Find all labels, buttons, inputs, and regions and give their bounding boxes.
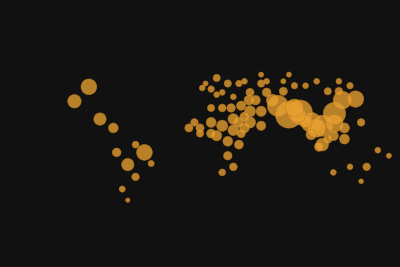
Point (208, 131, 214, 136)
Point (280, 89, 286, 93)
Point (286, 112, 292, 117)
Point (110, 126, 116, 130)
Point (208, 87, 214, 91)
Point (230, 165, 236, 169)
Point (219, 170, 226, 175)
Point (297, 110, 303, 115)
Point (202, 81, 209, 86)
Point (236, 143, 242, 147)
Point (208, 106, 214, 110)
Point (302, 119, 309, 123)
Point (252, 98, 259, 102)
Point (197, 126, 203, 130)
Point (319, 143, 326, 147)
Point (364, 165, 370, 169)
Point (324, 89, 331, 93)
Point (302, 84, 309, 88)
Point (341, 126, 348, 130)
Point (214, 76, 220, 80)
Point (330, 170, 336, 175)
Point (214, 92, 220, 97)
Point (386, 154, 392, 158)
Point (228, 106, 234, 110)
Point (247, 120, 253, 124)
Point (264, 79, 270, 83)
Point (236, 120, 242, 124)
Point (374, 148, 381, 152)
Point (219, 106, 226, 110)
Point (197, 131, 203, 136)
Point (291, 84, 298, 88)
Point (247, 109, 253, 113)
Point (186, 126, 192, 130)
Point (286, 72, 292, 77)
Point (71, 99, 78, 103)
Point (358, 179, 364, 183)
Point (119, 187, 126, 191)
Point (330, 134, 336, 138)
Point (124, 163, 131, 167)
Point (86, 85, 92, 89)
Point (264, 90, 270, 95)
Point (339, 98, 346, 102)
Point (246, 98, 252, 102)
Point (294, 112, 301, 117)
Point (336, 89, 342, 93)
Point (319, 124, 326, 128)
Point (241, 79, 248, 83)
Point (238, 131, 244, 136)
Point (224, 81, 231, 86)
Point (230, 95, 236, 99)
Point (258, 124, 264, 128)
Point (230, 117, 236, 121)
Point (331, 121, 338, 126)
Point (274, 104, 281, 108)
Point (191, 120, 198, 124)
Point (314, 126, 320, 130)
Point (241, 115, 248, 119)
Point (236, 81, 242, 86)
Point (230, 128, 236, 132)
Point (97, 117, 103, 121)
Point (324, 137, 331, 141)
Point (141, 150, 148, 155)
Point (316, 145, 322, 149)
Point (214, 134, 220, 138)
Point (199, 86, 206, 90)
Point (358, 120, 364, 124)
Point (132, 143, 139, 147)
Point (224, 154, 231, 158)
Point (258, 72, 264, 77)
Point (347, 165, 353, 169)
Point (336, 79, 342, 83)
Point (241, 126, 248, 130)
Point (291, 106, 298, 110)
Point (208, 120, 214, 124)
Point (308, 132, 314, 137)
Point (352, 97, 359, 101)
Point (347, 84, 353, 88)
Point (124, 198, 131, 202)
Point (247, 90, 253, 95)
Point (132, 175, 139, 179)
Point (308, 120, 314, 124)
Point (219, 90, 226, 95)
Point (258, 81, 264, 86)
Point (280, 79, 286, 83)
Point (258, 109, 264, 113)
Point (331, 111, 338, 116)
Point (224, 139, 231, 143)
Point (148, 161, 154, 166)
Point (314, 79, 320, 83)
Point (238, 104, 244, 108)
Point (341, 137, 348, 141)
Point (219, 124, 226, 128)
Point (114, 150, 120, 155)
Point (269, 98, 276, 102)
